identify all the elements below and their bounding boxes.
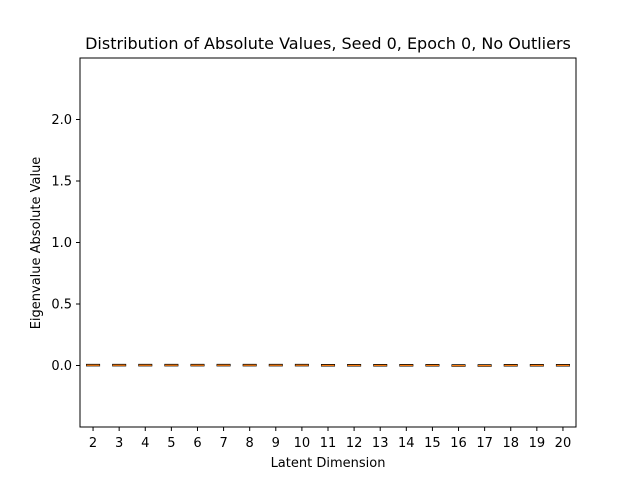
x-tick-label: 4 (141, 436, 149, 451)
x-axis-ticks: 2 3 4 5 6 7 8 9 10 11 12 13 14 15 16 17 18 19 20 (89, 427, 571, 451)
plot-area (86, 363, 570, 367)
axes-frame (79, 57, 577, 428)
x-tick-label: 15 (424, 436, 441, 451)
x-tick-label: 3 (115, 436, 123, 451)
chart-title: Distribution of Absolute Values, Seed 0,… (85, 34, 571, 53)
x-tick-label: 17 (476, 436, 493, 451)
x-tick-label: 9 (272, 436, 280, 451)
y-tick-label: 0.5 (51, 298, 72, 313)
x-axis-label: Latent Dimension (271, 456, 386, 471)
y-tick-label: 1.0 (51, 236, 72, 251)
x-tick-label: 18 (502, 436, 519, 451)
y-axis-ticks: 0.0 0.5 1.0 1.5 2.0 (51, 113, 80, 374)
y-tick-label: 2.0 (51, 113, 72, 128)
x-tick-label: 16 (450, 436, 467, 451)
x-tick-label: 19 (529, 436, 546, 451)
x-tick-label: 11 (320, 436, 337, 451)
x-tick-label: 5 (167, 436, 175, 451)
y-tick-label: 0.0 (51, 359, 72, 374)
x-tick-label: 20 (555, 436, 572, 451)
x-tick-label: 8 (246, 436, 254, 451)
x-tick-label: 7 (219, 436, 227, 451)
x-tick-label: 6 (193, 436, 201, 451)
y-tick-label: 1.5 (51, 175, 72, 190)
x-tick-label: 2 (89, 436, 97, 451)
y-axis-label: Eigenvalue Absolute Value (29, 157, 44, 330)
x-tick-label: 13 (372, 436, 389, 451)
x-tick-label: 12 (346, 436, 363, 451)
x-tick-label: 10 (294, 436, 311, 451)
x-tick-label: 14 (398, 436, 415, 451)
